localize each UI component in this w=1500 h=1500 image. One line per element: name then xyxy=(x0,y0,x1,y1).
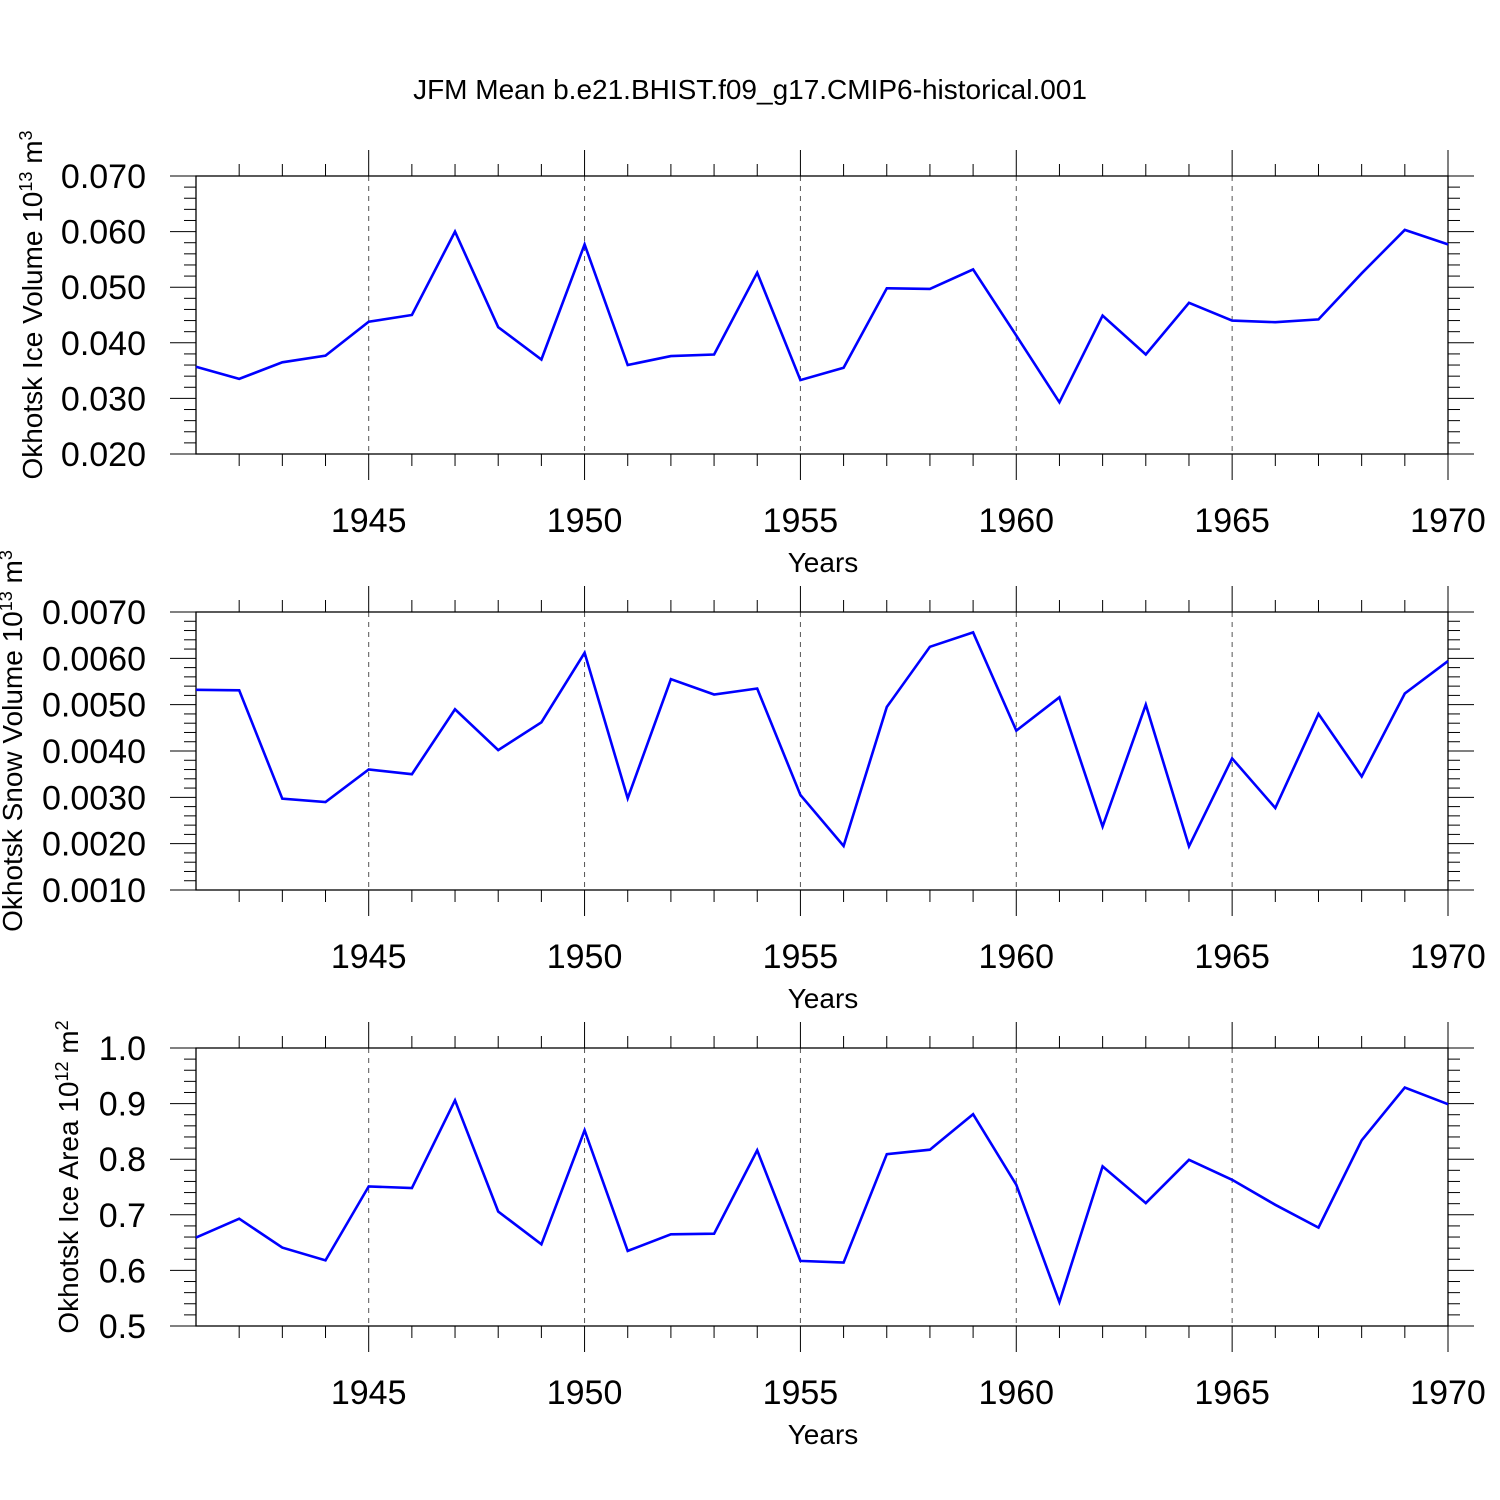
y-axis-label-unit-exponent: 3 xyxy=(0,550,16,560)
x-tick-label: 1970 xyxy=(1410,502,1486,540)
series-line xyxy=(195,228,1449,405)
y-axis-label-unit-exponent: 3 xyxy=(16,130,36,140)
x-tick-label: 1945 xyxy=(331,1374,407,1412)
x-tick-label: 1945 xyxy=(331,938,407,976)
figure-title: JFM Mean b.e21.BHIST.f09_g17.CMIP6-histo… xyxy=(413,74,1087,105)
y-tick-label: 0.050 xyxy=(61,269,146,307)
x-tick-label: 1965 xyxy=(1194,938,1270,976)
x-axis-label: Years xyxy=(788,983,859,1014)
y-axis-label-text: Okhotsk Ice Area 10 xyxy=(53,1082,84,1334)
y-tick-label: 0.040 xyxy=(61,325,146,363)
x-tick-label: 1960 xyxy=(978,1374,1054,1412)
y-axis-label-unit: m xyxy=(53,1030,84,1061)
x-tick-label: 1965 xyxy=(1194,1374,1270,1412)
plot-frame xyxy=(195,175,1449,455)
y-axis-label-unit-exponent: 2 xyxy=(52,1020,72,1030)
panel-3: 0.5 0.6 0.7 0.8 0.9 1.0 1945 1950 1955 1960 1965 19… xyxy=(52,1020,1486,1450)
y-tick-label: 0.0040 xyxy=(42,733,146,771)
plot-frame xyxy=(195,611,1449,891)
x-tick-label: 1950 xyxy=(547,938,623,976)
y-tick-label: 0.8 xyxy=(99,1141,146,1179)
x-tick-label: 1960 xyxy=(978,938,1054,976)
x-axis-label: Years xyxy=(788,547,859,578)
panel-2: 0.0010 0.0020 0.0030 0.0040 0.0050 0.0060 0.00… xyxy=(0,550,1486,1014)
x-tick-label: 1955 xyxy=(763,502,839,540)
y-tick-label: 0.9 xyxy=(99,1086,146,1124)
x-tick-label: 1945 xyxy=(331,502,407,540)
y-axis-label-text: Okhotsk Snow Volume 10 xyxy=(0,611,28,932)
x-tick-label: 1955 xyxy=(763,1374,839,1412)
plot-frame xyxy=(195,1047,1449,1327)
x-tick-label: 1950 xyxy=(547,1374,623,1412)
y-tick-label: 0.0060 xyxy=(42,640,146,678)
y-tick-label: 0.5 xyxy=(99,1308,146,1346)
y-axis-label: Okhotsk Snow Volume 1013 m3 xyxy=(0,550,28,932)
y-axis-label-unit: m xyxy=(17,140,48,171)
x-tick-label: 1970 xyxy=(1410,938,1486,976)
y-tick-label: 0.030 xyxy=(61,380,146,418)
y-tick-label: 0.0020 xyxy=(42,826,146,864)
y-tick-label: 0.0050 xyxy=(42,687,146,725)
y-tick-label: 0.0010 xyxy=(42,872,146,910)
y-axis-label: Okhotsk Ice Area 1012 m2 xyxy=(52,1020,84,1333)
x-tick-label: 1965 xyxy=(1194,502,1270,540)
x-tick-label: 1950 xyxy=(547,502,623,540)
x-tick-label: 1970 xyxy=(1410,1374,1486,1412)
series-line xyxy=(195,1085,1449,1307)
y-tick-label: 0.7 xyxy=(99,1197,146,1235)
x-tick-label: 1960 xyxy=(978,502,1054,540)
y-tick-label: 0.020 xyxy=(61,436,146,474)
y-tick-label: 1.0 xyxy=(99,1030,146,1068)
y-tick-label: 0.0030 xyxy=(42,779,146,817)
y-axis-label-text: Okhotsk Ice Volume 10 xyxy=(17,192,48,480)
y-axis-label-exponent: 13 xyxy=(16,172,36,192)
y-tick-label: 0.070 xyxy=(61,158,146,196)
y-tick-label: 0.6 xyxy=(99,1252,146,1290)
y-tick-label: 0.0070 xyxy=(42,594,146,632)
y-axis-label-exponent: 12 xyxy=(52,1061,72,1081)
y-axis-label: Okhotsk Ice Volume 1013 m3 xyxy=(16,130,48,479)
panel-1: 0.020 0.030 0.040 0.050 0.060 0.070 1945 1950 19… xyxy=(16,130,1486,578)
x-tick-label: 1955 xyxy=(763,938,839,976)
y-tick-label: 0.060 xyxy=(61,214,146,252)
y-axis-label-unit: m xyxy=(0,560,28,591)
series-line xyxy=(195,630,1449,850)
y-axis-label-exponent: 13 xyxy=(0,591,16,611)
x-axis-label: Years xyxy=(788,1419,859,1450)
